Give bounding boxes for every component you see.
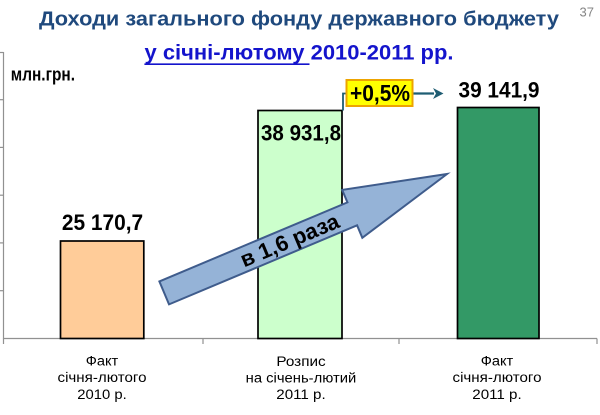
svg-text:Факт: Факт: [481, 354, 514, 369]
svg-text:січня-лютого: січня-лютого: [453, 370, 542, 385]
svg-text:Доходи загального фонду держав: Доходи загального фонду державного бюдже…: [39, 9, 560, 31]
svg-text:37: 37: [580, 5, 594, 20]
svg-text:Факт: Факт: [86, 354, 119, 369]
svg-text:25 170,7: 25 170,7: [62, 210, 143, 235]
svg-text:на січень-лютий: на січень-лютий: [246, 370, 357, 385]
svg-text:Розпис: Розпис: [276, 354, 326, 369]
svg-text:39 141,9: 39 141,9: [459, 78, 540, 103]
svg-text:2010 р.: 2010 р.: [77, 387, 126, 402]
svg-text:2011 р.: 2011 р.: [276, 387, 325, 402]
svg-text:січня-лютого: січня-лютого: [58, 370, 147, 385]
svg-text:38 931,8: 38 931,8: [261, 121, 341, 146]
svg-text:млн.грн.: млн.грн.: [11, 65, 75, 85]
svg-text:2011 р.: 2011 р.: [472, 387, 521, 402]
svg-text:+0,5%: +0,5%: [350, 80, 410, 106]
svg-text:у січні-лютому 2010-2011 рр.: у січні-лютому 2010-2011 рр.: [145, 42, 454, 65]
